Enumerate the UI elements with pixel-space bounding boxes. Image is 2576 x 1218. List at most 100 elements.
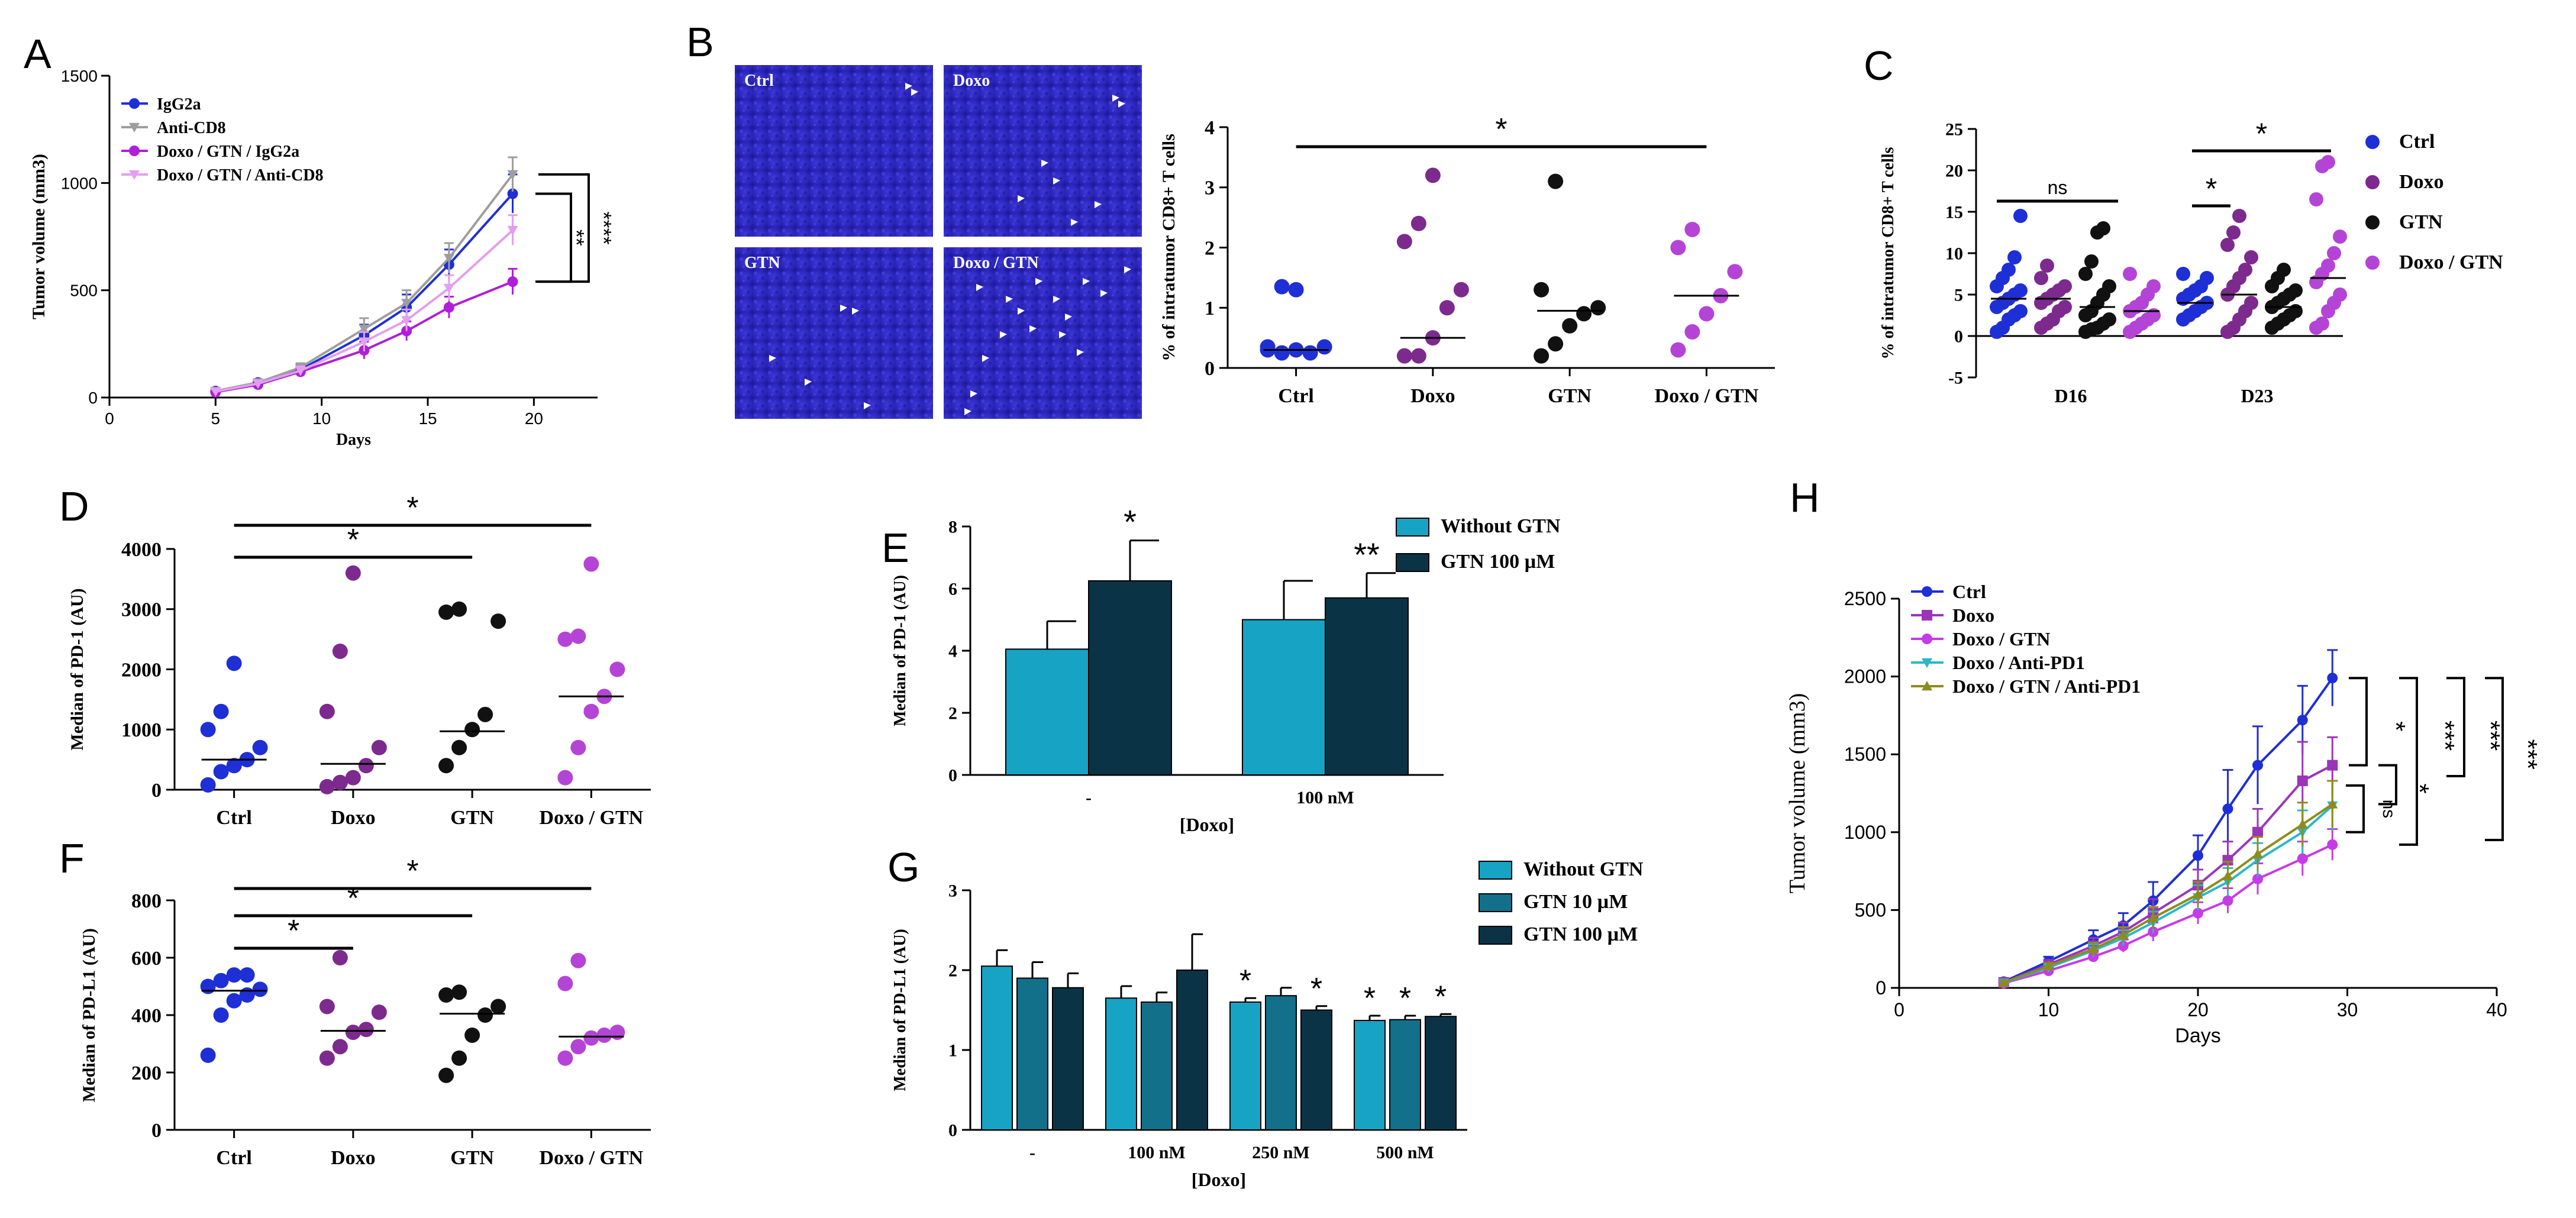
significance-label: *** xyxy=(2430,721,2459,751)
data-point xyxy=(200,777,216,793)
x-tick-label: 15 xyxy=(418,409,437,428)
data-point xyxy=(1590,300,1606,316)
legend-marker xyxy=(2365,256,2380,270)
legend-marker xyxy=(1922,681,1932,691)
data-point xyxy=(345,565,361,581)
arrowhead-icon xyxy=(1077,349,1084,356)
panel-label-g: G xyxy=(887,844,919,890)
y-tick-label: 2 xyxy=(948,704,957,723)
x-tick-label: 10 xyxy=(312,409,331,428)
data-point xyxy=(213,703,229,719)
data-point xyxy=(570,1039,586,1055)
data-point xyxy=(477,1007,493,1023)
arrowhead-icon xyxy=(1118,101,1125,108)
legend-marker xyxy=(1922,586,1932,597)
chart-panel-f: 0 200 400 600 800 Median of PD-L1 (AU) Ctrl Dox… xyxy=(79,854,651,1169)
bar xyxy=(1141,1001,1173,1130)
data-point xyxy=(2013,304,2028,318)
significance-star: * xyxy=(406,491,418,525)
data-point xyxy=(2288,283,2303,298)
data-point xyxy=(319,703,335,719)
significance-bracket xyxy=(2346,784,2365,833)
data-point xyxy=(1396,234,1412,250)
arrowhead-icon xyxy=(1124,266,1131,273)
data-point xyxy=(1302,345,1318,361)
bar xyxy=(1425,1016,1457,1131)
x-tick-label: 100 nM xyxy=(1296,788,1354,807)
data-point xyxy=(252,981,268,997)
data-point xyxy=(2058,300,2072,314)
data-point xyxy=(359,337,370,347)
legend-marker xyxy=(129,122,140,133)
data-point xyxy=(295,366,306,376)
y-axis-title: Median of PD-L1 (AU) xyxy=(891,929,909,1091)
legend-swatch xyxy=(1396,553,1429,572)
data-point xyxy=(557,1050,573,1066)
data-point xyxy=(2277,263,2291,277)
legend-swatch xyxy=(1479,926,1512,945)
data-point xyxy=(2007,250,2022,264)
x-axis-title: [Doxo] xyxy=(1192,1169,1246,1190)
data-point xyxy=(345,1025,361,1041)
data-point xyxy=(2321,155,2335,169)
y-tick-label: 5 xyxy=(1954,286,1963,305)
data-point xyxy=(226,655,242,671)
series-line xyxy=(2003,805,2333,984)
y-tick-label: 0 xyxy=(948,1121,957,1141)
data-point xyxy=(2333,287,2347,302)
data-point xyxy=(2222,855,2233,866)
data-point xyxy=(2148,912,2159,922)
micrograph-label-doxo-gtn: Doxo / GTN xyxy=(953,254,1039,272)
data-point xyxy=(2315,316,2329,331)
micrograph-grid: Ctrl Doxo GTN Doxo / GTN xyxy=(735,65,1142,419)
data-point xyxy=(2327,673,2338,684)
y-tick-label: -5 xyxy=(1948,369,1963,388)
x-tick-label: Ctrl xyxy=(1278,385,1313,407)
y-axis-title: % of intratumor CD8+ T cells xyxy=(1879,147,1897,359)
data-point xyxy=(2084,254,2099,269)
data-point xyxy=(2252,873,2263,884)
data-point xyxy=(570,952,586,968)
x-tick-label: 20 xyxy=(2187,999,2209,1020)
chart-panel-c: -5 0 5 10 15 20 25 % of intratumor CD8+ T cells… xyxy=(1879,117,2503,406)
data-point xyxy=(2102,279,2116,293)
significance-star: * xyxy=(2256,117,2267,150)
micrograph-gtn xyxy=(735,247,933,419)
significance-star: * xyxy=(288,914,299,948)
series-line xyxy=(215,193,514,393)
bar xyxy=(981,965,1013,1130)
legend-label: Doxo / Anti-PD1 xyxy=(1952,652,2085,673)
series-line xyxy=(2003,844,2333,985)
data-point xyxy=(2297,853,2308,864)
data-point xyxy=(1425,167,1441,183)
chart-panel-h: 0 10 20 30 40 Days 0 500 1000 1500 2000 2500 Tumor v… xyxy=(1785,581,2542,1047)
y-tick-label: 15 xyxy=(1945,203,1963,222)
legend-marker xyxy=(2365,215,2380,230)
data-point xyxy=(2034,271,2048,285)
arrowhead-icon xyxy=(976,284,983,291)
x-tick-label: D23 xyxy=(2241,385,2273,406)
legend-marker xyxy=(129,170,140,180)
legend-label: Doxo / GTN / IgG2a xyxy=(157,143,299,161)
y-tick-label: 6 xyxy=(948,580,957,599)
significance-bracket xyxy=(538,173,590,283)
x-tick-label: Doxo xyxy=(331,1147,376,1169)
data-point xyxy=(2193,850,2203,861)
data-point xyxy=(2252,760,2263,771)
legend-label: Anti-CD8 xyxy=(157,119,226,137)
x-axis-title: Days xyxy=(336,431,371,449)
legend-label: IgG2a xyxy=(157,95,201,114)
data-point xyxy=(451,984,467,1000)
significance-bracket xyxy=(2446,677,2465,778)
y-tick-label: 1000 xyxy=(61,174,98,192)
arrowhead-icon xyxy=(1053,177,1060,185)
arrowhead-icon xyxy=(1000,331,1007,338)
y-tick-label: 1 xyxy=(1205,298,1215,319)
legend-marker xyxy=(1922,634,1932,644)
y-tick-label: 4 xyxy=(1205,117,1215,139)
legend-swatch xyxy=(1396,518,1429,537)
data-point xyxy=(239,967,255,983)
data-point xyxy=(1727,264,1743,280)
data-point xyxy=(2297,819,2308,829)
data-point xyxy=(1410,348,1426,364)
